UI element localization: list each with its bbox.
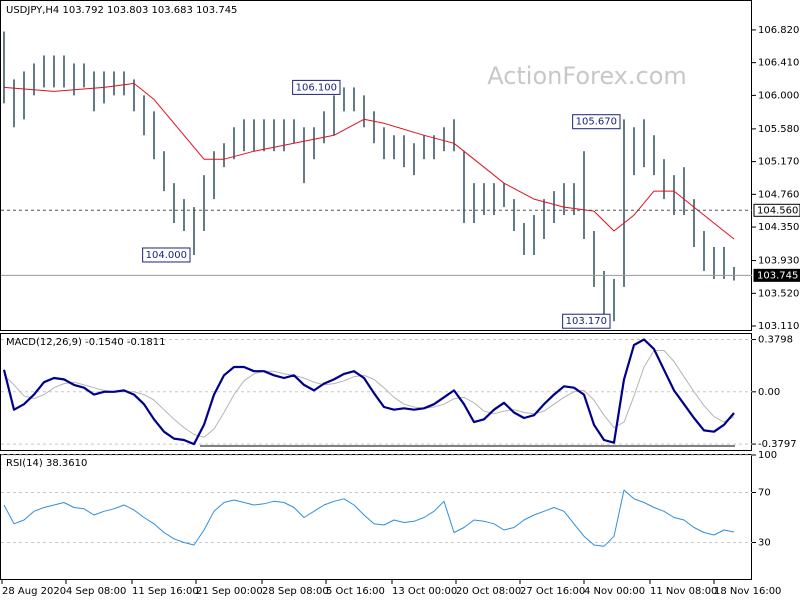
rsi-line [3, 489, 735, 547]
annotation-label: 106.100 [296, 82, 337, 93]
panel-title: MACD(12,26,9) -0.1540 -0.1811 [6, 337, 166, 348]
y-tick-label: 105.170 [758, 157, 799, 168]
x-tick-label: 4 Sep 08:00 [66, 586, 126, 597]
annotation-box [292, 79, 341, 95]
annotation-label: 105.670 [576, 117, 617, 128]
rsi-panel [0, 454, 752, 580]
macd-line [2, 338, 735, 446]
y-tick-label: 105.580 [758, 124, 799, 135]
price-level-label: 103.745 [757, 270, 798, 281]
x-tick-label: 21 Sep 00:00 [196, 586, 263, 597]
x-tick-label: 13 Oct 00:00 [392, 586, 457, 597]
annotation-label: 104.000 [146, 250, 187, 261]
moving-average [3, 82, 735, 240]
x-tick-label: 28 Sep 08:00 [262, 586, 329, 597]
macd-line [3, 350, 735, 438]
annotation-label: 103.170 [566, 316, 607, 327]
y-tick-label: 100 [758, 450, 777, 461]
y-tick-label: 70 [758, 488, 771, 499]
annotation-box [142, 247, 191, 263]
annotation-box [562, 313, 611, 329]
price-level-box [753, 203, 800, 217]
y-tick-label: 106.820 [758, 25, 799, 36]
x-tick-label: 11 Nov 08:00 [650, 586, 717, 597]
y-tick-label: 0.00 [758, 387, 780, 398]
y-tick-label: 103.520 [758, 288, 799, 299]
y-tick-label: 106.410 [758, 58, 799, 69]
price-panel [0, 0, 752, 331]
price-level-box [753, 268, 800, 282]
panel-title: USDJPY,H4 103.792 103.803 103.683 103.74… [6, 5, 237, 16]
y-tick-label: 106.000 [758, 90, 799, 101]
x-tick-label: 11 Sep 16:00 [132, 586, 199, 597]
annotation-box [572, 114, 621, 130]
x-tick-label: 20 Oct 08:00 [456, 586, 521, 597]
x-tick-label: 28 Aug 2020 [2, 586, 66, 597]
y-tick-label: 103.930 [758, 256, 799, 267]
x-tick-label: 5 Oct 16:00 [326, 586, 385, 597]
panel-title: RSI(14) 38.3610 [6, 458, 87, 469]
x-tick-label: 27 Oct 16:00 [520, 586, 585, 597]
y-tick-label: 104.350 [758, 222, 799, 233]
y-tick-label: 104.760 [758, 189, 799, 200]
x-tick-label: 18 Nov 16:00 [714, 586, 781, 597]
watermark: ActionForex.com [487, 62, 687, 90]
y-tick-label: 0.3798 [758, 335, 793, 346]
y-tick-label: 30 [758, 538, 771, 549]
y-tick-label: 103.110 [758, 321, 799, 332]
price-level-label: 104.560 [757, 205, 798, 216]
x-tick-label: 4 Nov 00:00 [584, 586, 645, 597]
y-tick-label: -0.3797 [758, 439, 797, 450]
